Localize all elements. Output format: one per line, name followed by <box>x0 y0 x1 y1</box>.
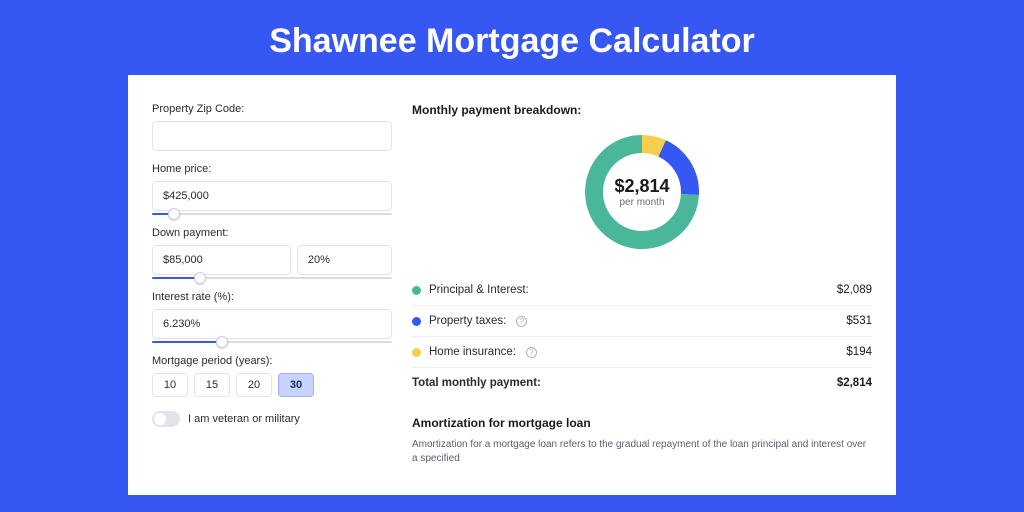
interest-rate-label: Interest rate (%): <box>152 291 392 303</box>
field-zip: Property Zip Code: <box>152 103 392 151</box>
donut-center: $2,814 per month <box>581 131 703 253</box>
field-home-price: Home price: <box>152 163 392 215</box>
total-value: $2,814 <box>837 377 872 389</box>
breakdown-line-item: Home insurance:? $194 <box>412 337 872 368</box>
zip-label: Property Zip Code: <box>152 103 392 115</box>
interest-rate-slider[interactable] <box>152 341 392 343</box>
line-item-label: Property taxes: <box>429 315 506 327</box>
page-title: Shawnee Mortgage Calculator <box>0 0 1024 75</box>
down-payment-label: Down payment: <box>152 227 392 239</box>
calculator-panel: Property Zip Code: Home price: Down paym… <box>128 75 896 495</box>
mortgage-period-option[interactable]: 20 <box>236 373 272 397</box>
veteran-toggle[interactable] <box>152 411 180 427</box>
total-label: Total monthly payment: <box>412 377 541 389</box>
amortization-text: Amortization for a mortgage loan refers … <box>412 438 872 466</box>
legend-dot <box>412 348 421 357</box>
home-price-label: Home price: <box>152 163 392 175</box>
legend-dot <box>412 317 421 326</box>
field-mortgage-period: Mortgage period (years): 10152030 <box>152 355 392 397</box>
legend-dot <box>412 286 421 295</box>
donut-chart: $2,814 per month <box>581 131 703 253</box>
amortization-title: Amortization for mortgage loan <box>412 416 872 430</box>
breakdown-line-item: Principal & Interest: $2,089 <box>412 275 872 306</box>
down-payment-slider[interactable] <box>152 277 392 279</box>
slider-thumb[interactable] <box>168 208 180 220</box>
home-price-slider[interactable] <box>152 213 392 215</box>
line-item-value: $194 <box>846 346 872 358</box>
breakdown-line-item: Property taxes:? $531 <box>412 306 872 337</box>
breakdown-line-items: Principal & Interest: $2,089 Property taxe… <box>412 275 872 398</box>
mortgage-period-option[interactable]: 15 <box>194 373 230 397</box>
slider-thumb[interactable] <box>216 336 228 348</box>
donut-sub: per month <box>619 197 664 208</box>
down-payment-percent-input[interactable] <box>297 245 392 275</box>
breakdown-total-row: Total monthly payment: $2,814 <box>412 368 872 398</box>
line-item-label: Principal & Interest: <box>429 284 529 296</box>
line-item-label: Home insurance: <box>429 346 516 358</box>
mortgage-period-option[interactable]: 30 <box>278 373 314 397</box>
help-icon[interactable]: ? <box>516 316 527 327</box>
zip-input[interactable] <box>152 121 392 151</box>
veteran-toggle-row: I am veteran or military <box>152 411 392 427</box>
line-item-value: $2,089 <box>837 284 872 296</box>
form-column: Property Zip Code: Home price: Down paym… <box>152 103 392 495</box>
home-price-input[interactable] <box>152 181 392 211</box>
toggle-knob <box>154 413 166 425</box>
mortgage-period-options: 10152030 <box>152 373 392 397</box>
mortgage-period-option[interactable]: 10 <box>152 373 188 397</box>
field-interest-rate: Interest rate (%): <box>152 291 392 343</box>
field-down-payment: Down payment: <box>152 227 392 279</box>
interest-rate-input[interactable] <box>152 309 392 339</box>
slider-fill <box>152 341 222 343</box>
help-icon[interactable]: ? <box>526 347 537 358</box>
slider-fill <box>152 277 200 279</box>
slider-thumb[interactable] <box>194 272 206 284</box>
breakdown-title: Monthly payment breakdown: <box>412 103 872 117</box>
veteran-label: I am veteran or military <box>188 413 300 425</box>
mortgage-period-label: Mortgage period (years): <box>152 355 392 367</box>
donut-chart-wrap: $2,814 per month <box>412 125 872 263</box>
line-item-value: $531 <box>846 315 872 327</box>
donut-amount: $2,814 <box>614 176 669 197</box>
breakdown-column: Monthly payment breakdown: $2,814 per mo… <box>412 103 872 495</box>
down-payment-amount-input[interactable] <box>152 245 291 275</box>
